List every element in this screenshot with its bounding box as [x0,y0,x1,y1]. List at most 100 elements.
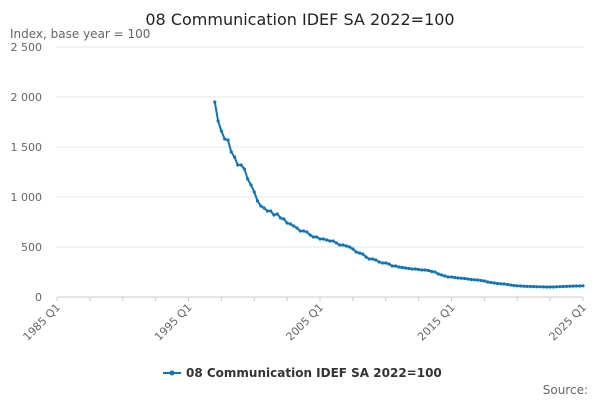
data-point[interactable] [538,285,542,289]
data-point[interactable] [288,222,293,226]
data-point[interactable] [505,282,509,287]
data-point[interactable] [278,216,283,220]
data-point[interactable] [515,284,519,288]
data-point[interactable] [394,264,398,268]
data-point[interactable] [453,275,457,280]
data-point[interactable] [328,239,332,243]
data-point[interactable] [479,278,483,283]
data-point[interactable] [318,237,322,241]
data-point[interactable] [282,217,286,221]
data-point[interactable] [571,284,575,288]
data-point[interactable] [489,280,493,285]
data-point[interactable] [226,138,230,142]
data-point[interactable] [581,284,585,288]
data-point[interactable] [377,260,381,264]
data-point[interactable] [216,119,220,123]
data-point[interactable] [390,264,394,268]
data-point[interactable] [397,265,401,269]
data-point[interactable] [476,278,480,282]
data-point[interactable] [558,285,562,289]
data-point[interactable] [525,284,529,288]
data-point[interactable] [223,137,227,141]
data-point[interactable] [518,284,523,288]
data-point[interactable] [407,266,411,271]
data-point[interactable] [347,245,352,249]
data-point[interactable] [456,276,460,280]
data-point[interactable] [440,273,444,277]
data-point[interactable] [449,275,454,279]
data-point[interactable] [229,150,233,154]
data-point[interactable] [469,277,473,282]
data-point[interactable] [466,277,470,281]
data-point[interactable] [564,284,569,288]
data-point[interactable] [502,282,506,286]
data-point[interactable] [239,163,243,167]
data-point[interactable] [512,283,516,288]
data-point[interactable] [275,212,279,216]
data-point[interactable] [403,266,408,270]
data-point[interactable] [561,284,565,289]
legend[interactable]: 08 Communication IDEF SA 2022=100 [163,366,442,380]
data-point[interactable] [555,285,559,289]
data-point[interactable] [321,237,325,241]
data-point[interactable] [219,129,223,133]
data-point[interactable] [334,241,339,245]
data-point[interactable] [578,284,582,288]
data-point[interactable] [446,275,450,279]
data-point[interactable] [499,282,503,286]
data-point[interactable] [495,281,500,286]
data-point[interactable] [259,204,263,208]
data-point[interactable] [285,221,289,225]
data-point[interactable] [265,209,269,213]
data-point[interactable] [545,285,549,289]
data-point[interactable] [361,252,365,256]
data-point[interactable] [305,230,309,234]
data-point[interactable] [528,284,533,289]
data-point[interactable] [492,281,496,285]
data-point[interactable] [252,190,256,194]
data-point[interactable] [532,285,536,289]
data-point[interactable] [384,261,388,265]
data-point[interactable] [255,199,260,203]
data-point[interactable] [301,229,306,233]
data-point[interactable] [338,243,342,247]
data-point[interactable] [374,258,378,262]
data-point[interactable] [535,285,539,289]
data-point[interactable] [486,280,490,284]
data-point[interactable] [482,279,486,283]
data-point[interactable] [236,163,240,167]
data-point[interactable] [292,224,296,228]
data-point[interactable] [364,255,368,259]
data-point[interactable] [262,206,266,210]
data-point[interactable] [459,276,463,280]
data-point[interactable] [417,267,421,272]
data-point[interactable] [436,272,440,276]
data-point[interactable] [472,278,477,282]
data-point[interactable] [380,261,385,265]
data-point[interactable] [430,269,434,274]
data-point[interactable] [242,167,246,171]
data-point[interactable] [568,284,572,288]
data-point[interactable] [371,257,375,261]
data-point[interactable] [420,268,424,272]
data-point[interactable] [331,239,335,243]
data-point[interactable] [232,155,237,159]
data-point[interactable] [357,251,362,255]
data-point[interactable] [433,270,437,274]
data-point[interactable] [311,235,316,239]
data-point[interactable] [341,243,345,247]
data-point[interactable] [324,238,329,242]
data-point[interactable] [308,233,312,237]
data-point[interactable] [413,267,417,271]
data-point[interactable] [295,226,299,230]
data-point[interactable] [574,284,579,288]
data-point[interactable] [213,100,217,104]
data-point[interactable] [351,247,355,251]
data-point[interactable] [426,268,431,273]
data-point[interactable] [522,284,526,288]
data-point[interactable] [354,250,358,254]
data-point[interactable] [400,265,404,270]
data-point[interactable] [463,276,467,281]
data-point[interactable] [410,267,414,271]
data-point[interactable] [269,209,273,213]
